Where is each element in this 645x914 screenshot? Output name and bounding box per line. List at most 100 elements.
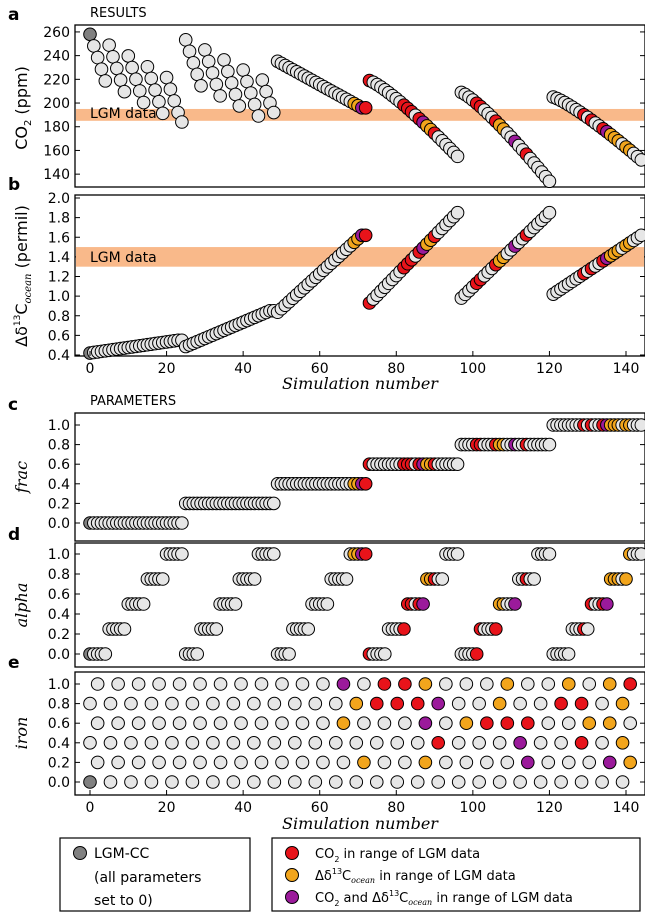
data-point	[349, 775, 364, 789]
data-point	[398, 716, 412, 731]
data-point	[301, 622, 316, 636]
data-point	[357, 716, 371, 731]
panel-b-frame	[74, 194, 645, 357]
data-point	[266, 496, 281, 511]
data-point	[201, 54, 216, 69]
ytick-label: 0.2	[48, 496, 70, 512]
data-point	[349, 696, 364, 711]
data-point	[328, 696, 343, 711]
ytick-label: 0.6	[48, 328, 70, 344]
data-point	[369, 736, 384, 750]
data-point	[527, 572, 541, 586]
data-point	[358, 228, 373, 243]
data-point	[410, 736, 425, 750]
data-point	[87, 39, 101, 53]
data-point	[582, 716, 597, 731]
xtick-label: 120	[536, 800, 563, 816]
panel-b-band	[76, 247, 644, 267]
data-point	[254, 677, 269, 691]
data-point	[431, 696, 446, 711]
data-point	[520, 716, 535, 731]
data-point	[132, 84, 147, 98]
data-point	[378, 647, 392, 661]
data-point	[513, 775, 527, 789]
data-point	[194, 79, 208, 93]
data-point	[155, 572, 170, 586]
data-point	[369, 696, 384, 711]
data-point	[369, 775, 384, 789]
data-point	[492, 775, 507, 789]
legend-lgm-cc-line2: (all parameters	[94, 870, 201, 886]
data-point	[267, 775, 282, 789]
data-point	[175, 516, 189, 530]
data-point	[623, 755, 638, 770]
data-point	[288, 775, 302, 789]
data-point	[232, 99, 247, 113]
panel-letter-a: a	[8, 5, 19, 25]
data-point	[275, 755, 289, 770]
data-point	[209, 622, 224, 636]
data-point	[582, 677, 597, 691]
legend-left: LGM-CC (all parameters set to 0)	[59, 837, 251, 912]
legend-both-marker	[285, 890, 299, 904]
xtick-label: 140	[613, 361, 640, 377]
data-point	[554, 696, 568, 711]
data-point	[234, 755, 248, 770]
data-point	[226, 775, 241, 789]
data-point	[349, 736, 364, 750]
x-axis-ticks-top: 0 20 40 60 80 100 120 140	[86, 351, 640, 377]
data-point	[106, 49, 120, 64]
data-point	[259, 84, 273, 99]
data-point	[595, 775, 609, 789]
data-point	[398, 677, 412, 691]
xtick-label: 0	[86, 361, 95, 377]
ytick-label: 0.0	[48, 516, 70, 532]
data-point	[234, 716, 248, 731]
data-point	[574, 775, 589, 789]
ytick-label: 240	[43, 49, 70, 65]
data-point	[247, 696, 261, 711]
data-point	[561, 677, 576, 691]
data-point	[469, 647, 484, 661]
data-point	[513, 736, 527, 750]
ytick-label: 2.0	[48, 191, 70, 207]
xtick-label: 80	[387, 800, 405, 816]
data-point	[500, 677, 515, 691]
data-point	[542, 547, 557, 561]
data-point	[316, 755, 330, 770]
data-point	[131, 716, 146, 731]
data-point	[144, 736, 159, 750]
data-point	[595, 736, 609, 750]
ytick-label: 0.0	[48, 775, 70, 791]
data-point	[90, 755, 105, 770]
xtick-label: 100	[459, 800, 486, 816]
data-point	[221, 64, 235, 79]
data-point	[110, 61, 124, 76]
data-point	[416, 597, 430, 611]
data-point	[124, 736, 138, 750]
legend-d13c-label: Δδ13Cocean in range of LGM data	[315, 867, 516, 885]
data-point	[377, 677, 392, 691]
data-point	[288, 736, 302, 750]
ytick-label: 1.2	[48, 270, 70, 286]
data-point	[111, 677, 125, 691]
data-point	[459, 755, 474, 770]
data-point	[450, 149, 465, 164]
data-point	[472, 736, 486, 750]
data-point	[634, 153, 645, 167]
legend-co2-marker	[285, 846, 299, 860]
data-point	[308, 736, 323, 750]
ytick-label: 0.0	[48, 647, 70, 663]
xtick-label: 120	[536, 361, 563, 377]
xtick-label: 20	[158, 800, 176, 816]
data-point	[623, 677, 638, 691]
data-point	[217, 53, 231, 67]
panel-b-yticks: 0.4 0.6 0.8 1.0 1.2 1.4 1.6 1.8 2.0	[48, 191, 645, 364]
data-point	[500, 755, 515, 770]
panel-e-yticks: 0.0 0.2 0.4 0.6 0.8 1.0	[48, 677, 645, 791]
x-axis-label-top: Simulation number	[282, 374, 439, 393]
panel-a-points	[83, 27, 645, 189]
data-point	[131, 677, 146, 691]
ytick-label: 1.8	[48, 211, 70, 227]
data-point	[377, 755, 392, 770]
